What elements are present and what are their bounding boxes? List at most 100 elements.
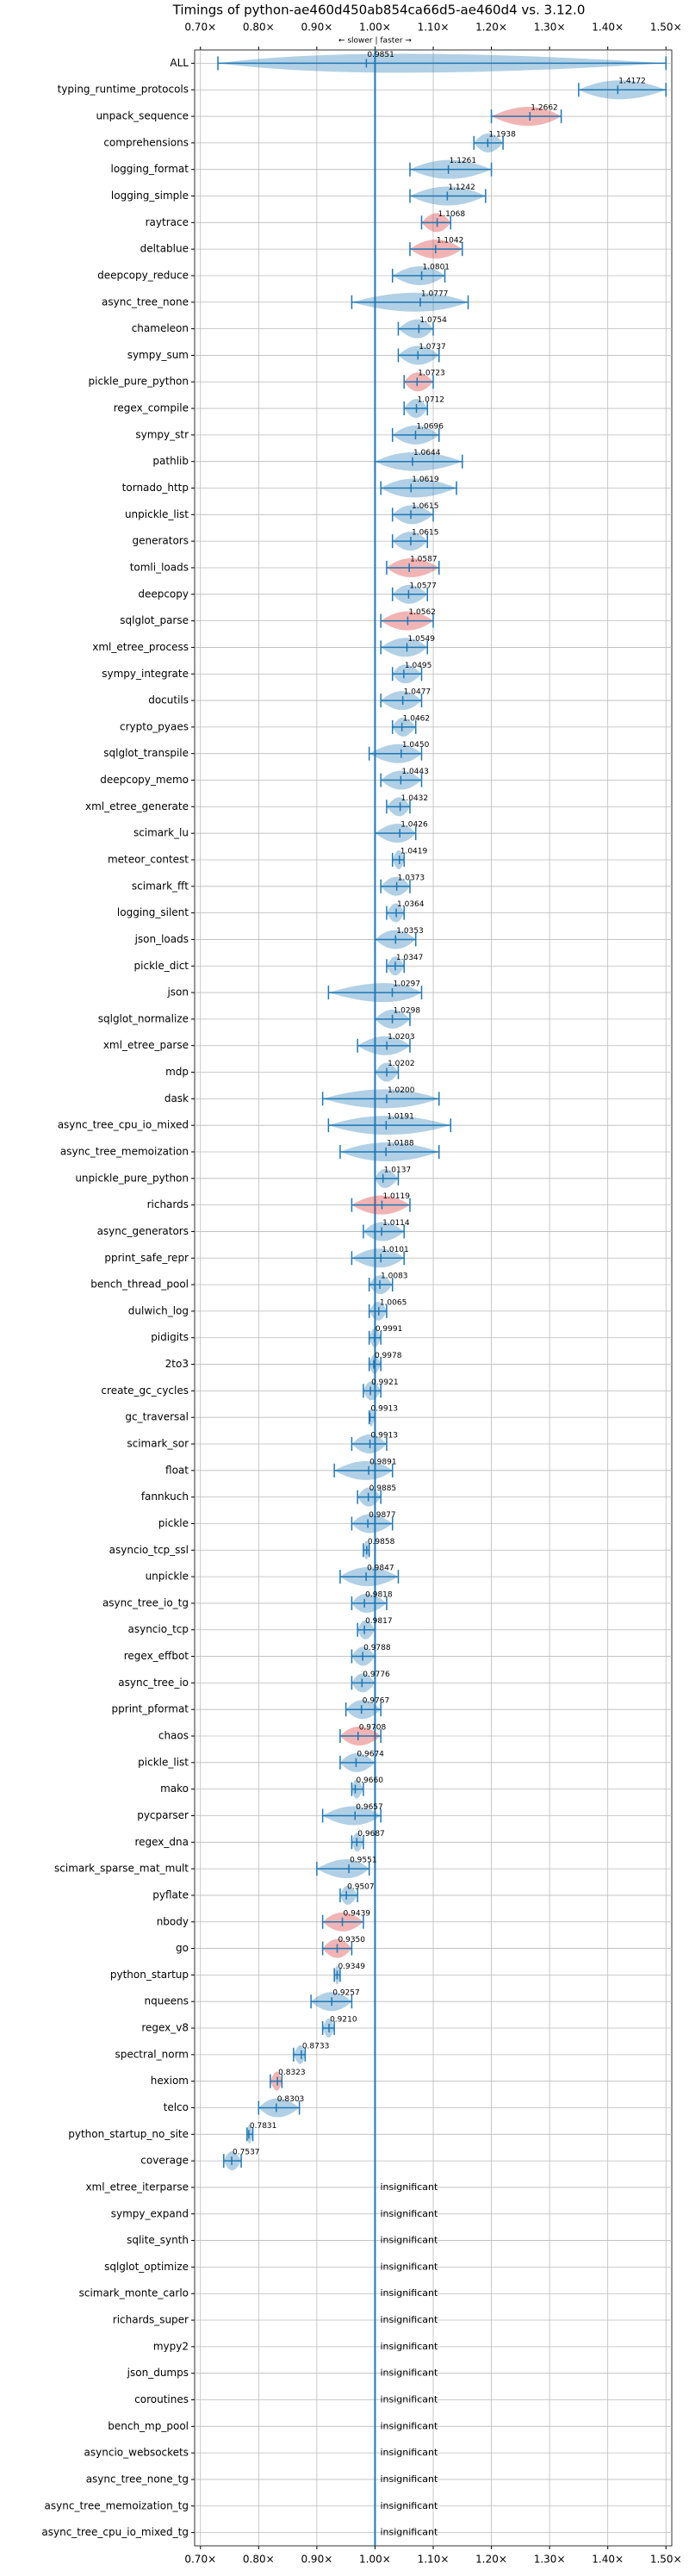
value-label: 0.9350 <box>338 1936 366 1944</box>
x-tick-label: 1.10× <box>418 2554 450 2566</box>
y-tick-label: regex_v8 <box>141 2022 189 2034</box>
y-tick-label: gc_traversal <box>125 1411 189 1423</box>
value-label: 0.9210 <box>330 2016 357 2025</box>
value-label: 1.0801 <box>423 263 450 271</box>
y-tick-label: logging_silent <box>117 906 189 918</box>
x-tick-label: 0.70× <box>184 2554 216 2566</box>
y-tick-label: tornado_http <box>122 482 189 494</box>
y-tick-label: raytrace <box>146 216 189 228</box>
value-label: 1.0347 <box>396 954 424 962</box>
y-tick-label: go <box>176 1942 189 1954</box>
y-tick-label: pickle <box>158 1517 189 1529</box>
insignificant-label: insignificant <box>380 2368 438 2379</box>
value-label: 1.0083 <box>381 1272 408 1281</box>
y-tick-label: mdp <box>165 1066 189 1078</box>
chart-title: Timings of python-ae460d450ab854ca66d5-a… <box>172 3 586 18</box>
x-tick-label: 1.20× <box>475 22 507 34</box>
value-label: 1.0777 <box>421 289 449 298</box>
y-tick-label: 2to3 <box>165 1358 189 1370</box>
value-label: 1.0137 <box>384 1166 412 1174</box>
y-tick-label: generators <box>132 535 189 547</box>
value-label: 1.0615 <box>412 502 439 511</box>
y-tick-label: async_tree_cpu_io_mixed_tg <box>41 2526 189 2538</box>
y-tick-label: logging_format <box>110 163 189 175</box>
value-label: 1.0712 <box>418 396 445 405</box>
y-tick-label: unpack_sequence <box>96 110 189 122</box>
x-tick-label: 0.80× <box>243 2554 275 2566</box>
value-label: 1.1938 <box>488 130 516 139</box>
value-label: 1.0577 <box>409 582 437 590</box>
value-label: 1.0203 <box>388 1033 415 1042</box>
y-tick-label: sympy_expand <box>111 2207 189 2219</box>
x-tick-label: 0.90× <box>301 22 332 34</box>
y-tick-label: deepcopy_memo <box>100 774 189 786</box>
y-tick-label: float <box>165 1464 189 1476</box>
value-label: 1.0549 <box>408 635 436 644</box>
value-label: 1.0114 <box>382 1219 410 1228</box>
y-tick-label: tomli_loads <box>130 561 189 573</box>
value-label: 1.0297 <box>394 980 421 989</box>
x-tick-label: 1.50× <box>650 22 682 34</box>
y-tick-label: coroutines <box>134 2393 189 2405</box>
x-tick-label: 1.40× <box>592 22 624 34</box>
y-tick-label: docutils <box>148 694 189 706</box>
y-tick-label: regex_effbot <box>124 1650 189 1662</box>
value-label: 1.0353 <box>396 927 424 936</box>
y-tick-label: pprint_safe_repr <box>104 1252 189 1264</box>
value-label: 1.1242 <box>448 184 475 192</box>
y-tick-label: python_startup_no_site <box>68 2128 189 2140</box>
value-label: 1.0644 <box>413 449 441 457</box>
value-label: 1.0477 <box>404 688 431 697</box>
value-label: 1.0426 <box>400 821 428 830</box>
y-tick-label: regex_compile <box>114 402 189 414</box>
y-tick-label: nqueens <box>145 1995 189 2007</box>
value-label: 0.9439 <box>344 1909 371 1918</box>
value-label: 1.0119 <box>382 1192 410 1201</box>
value-label: 0.9788 <box>363 1644 391 1652</box>
insignificant-label: insignificant <box>380 2341 438 2352</box>
y-tick-label: async_tree_io <box>118 1677 189 1689</box>
value-label: 0.9257 <box>332 1989 360 1998</box>
y-tick-label: regex_dna <box>134 1836 189 1848</box>
x-tick-label: 1.00× <box>359 2554 391 2566</box>
y-tick-label: sqlglot_optimize <box>104 2261 189 2273</box>
value-label: 0.9507 <box>347 1882 375 1891</box>
value-label: 1.0065 <box>380 1298 407 1307</box>
value-label: 1.0200 <box>388 1086 415 1095</box>
value-label: 0.9551 <box>350 1857 377 1865</box>
value-label: 0.9660 <box>356 1776 383 1785</box>
y-tick-label: async_tree_cpu_io_mixed <box>58 1119 189 1131</box>
y-tick-label: pickle_dict <box>134 960 189 972</box>
y-tick-label: scimark_monte_carlo <box>79 2287 189 2299</box>
value-label: 1.0495 <box>405 662 432 670</box>
y-tick-label: deltablue <box>140 243 189 255</box>
y-tick-label: ALL <box>170 57 189 69</box>
y-tick-label: bench_thread_pool <box>90 1279 189 1291</box>
x-tick-label: 1.00× <box>359 22 391 34</box>
value-label: 1.0619 <box>412 476 439 484</box>
value-label: 0.9847 <box>367 1565 394 1573</box>
value-label: 1.0188 <box>387 1139 414 1148</box>
y-tick-label: unpickle_pure_python <box>75 1172 189 1184</box>
value-label: 1.1261 <box>450 157 477 165</box>
y-tick-label: xml_etree_iterparse <box>85 2181 189 2193</box>
value-label: 1.0364 <box>397 900 425 909</box>
y-tick-label: xml_etree_parse <box>103 1039 189 1051</box>
value-label: 0.9991 <box>376 1325 403 1334</box>
y-tick-label: hexiom <box>151 2075 189 2087</box>
y-tick-label: coverage <box>140 2155 189 2167</box>
y-tick-label: sqlglot_normalize <box>98 1012 189 1024</box>
y-tick-label: comprehensions <box>103 136 189 148</box>
y-tick-label: scimark_sor <box>127 1438 189 1450</box>
value-label: 1.0737 <box>419 343 445 352</box>
y-tick-label: pidigits <box>151 1331 189 1343</box>
y-tick-label: richards <box>147 1198 189 1210</box>
y-tick-label: json <box>166 986 189 999</box>
insignificant-label: insignificant <box>380 2447 438 2458</box>
x-tick-label: 0.90× <box>301 2554 332 2566</box>
y-tick-label: typing_runtime_protocols <box>58 84 189 96</box>
y-tick-label: deepcopy_reduce <box>97 269 189 281</box>
y-tick-label: pycparser <box>137 1809 189 1821</box>
value-label: 0.9913 <box>371 1432 399 1440</box>
